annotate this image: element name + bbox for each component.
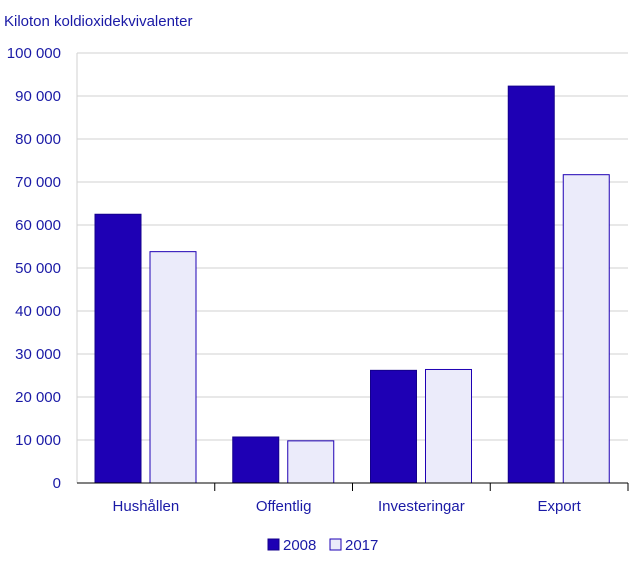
y-axis-ticks: 0 10 000 20 000 30 000 40 000 50 000 60 000 70 … (7, 45, 61, 492)
bar-2017-0 (149, 251, 197, 484)
y-tick-label: 20 000 (15, 389, 61, 406)
legend-swatch (267, 538, 280, 551)
x-tick-label: Export (537, 498, 581, 515)
bar-2008-0 (94, 213, 142, 484)
y-tick-label: 60 000 (15, 217, 61, 234)
bar-2017-2 (425, 368, 472, 484)
y-tick-label: 80 000 (15, 131, 61, 148)
x-axis: Hushållen Offentlig Investeringar Export (77, 482, 629, 515)
y-axis-title: Kiloton koldioxidekvivalenter (4, 13, 192, 30)
bars (94, 85, 610, 484)
y-tick-label: 30 000 (15, 346, 61, 363)
bar-2017-1 (287, 440, 335, 484)
x-tick-label: Offentlig (256, 498, 312, 515)
legend-label: 2017 (345, 537, 378, 554)
legend-swatch (329, 538, 342, 551)
y-tick-label: 40 000 (15, 303, 61, 320)
x-tick-label: Investeringar (378, 498, 465, 515)
legend-label: 2008 (283, 537, 316, 554)
bar-2008-2 (370, 369, 417, 484)
y-tick-label: 0 (53, 475, 61, 492)
y-tick-label: 50 000 (15, 260, 61, 277)
y-tick-label: 10 000 (15, 432, 61, 449)
x-tick-label: Hushållen (113, 498, 180, 515)
bar-2008-1 (232, 436, 280, 484)
bar-2017-3 (562, 174, 610, 484)
y-tick-label: 90 000 (15, 88, 61, 105)
legend: 2008 2017 (267, 537, 378, 554)
y-tick-label: 70 000 (15, 174, 61, 191)
bar-2008-3 (507, 85, 555, 484)
y-tick-label: 100 000 (7, 45, 61, 62)
